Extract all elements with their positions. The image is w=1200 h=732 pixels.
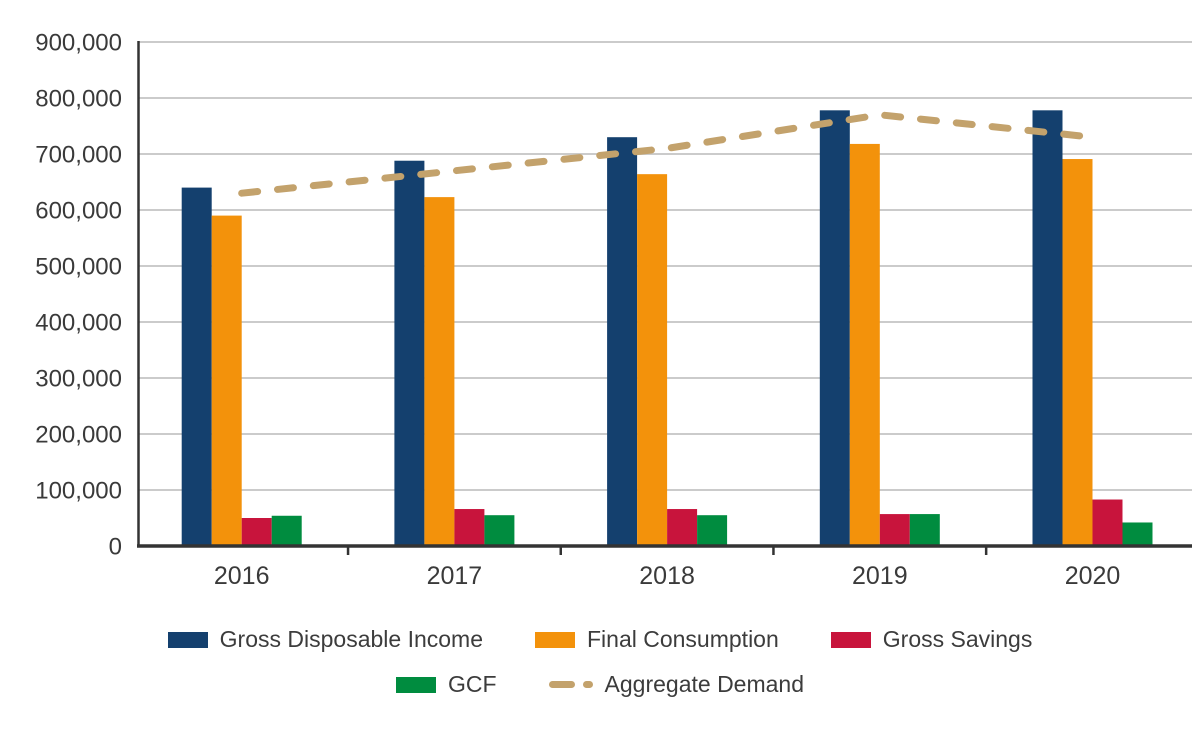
legend-swatch-gross-savings bbox=[830, 631, 871, 648]
plot-area: 0 100,000 200,000 300,000 400,000 500,000 600,… bbox=[35, 30, 1192, 590]
y-axis-tick-label: 700,000 bbox=[35, 142, 122, 169]
legend-swatch-gross-disposable-income bbox=[167, 631, 208, 648]
bar-final-consumption-2020 bbox=[1062, 159, 1093, 547]
legend-item-gross-disposable-income: Gross Disposable Income bbox=[167, 626, 483, 653]
bar-gcf-2017 bbox=[484, 515, 515, 546]
aggregate-demand-line bbox=[238, 111, 1096, 197]
chart-legend: Gross Disposable Income Final Consumptio… bbox=[0, 626, 1200, 698]
bar-final-consumption-2017 bbox=[424, 197, 455, 546]
x-axis-label-2020: 2020 bbox=[1065, 562, 1121, 590]
bar-gross-savings-2016 bbox=[241, 518, 272, 546]
x-axis-label-2016: 2016 bbox=[214, 562, 270, 590]
bar-gcf-2016 bbox=[271, 515, 302, 546]
bar-gross-disposable-income-2020 bbox=[1032, 110, 1063, 546]
bar-gcf-2020 bbox=[1122, 522, 1153, 546]
legend-item-aggregate-demand: Aggregate Demand bbox=[548, 671, 805, 698]
bar-gross-savings-2020 bbox=[1092, 499, 1123, 546]
legend-label-final-consumption: Final Consumption bbox=[587, 626, 779, 652]
bar-final-consumption-2016 bbox=[211, 215, 242, 546]
bar-gross-disposable-income-2016 bbox=[181, 187, 212, 546]
y-axis-tick-label: 800,000 bbox=[35, 86, 122, 113]
bar-final-consumption-2019 bbox=[849, 143, 880, 547]
y-axis-tick-label: 600,000 bbox=[35, 198, 122, 225]
y-axis-tick-label: 0 bbox=[109, 534, 122, 561]
y-axis-tick-label: 900,000 bbox=[35, 30, 122, 57]
bar-gcf-2019 bbox=[909, 514, 940, 546]
legend-swatch-final-consumption bbox=[535, 631, 575, 648]
x-axis-label-2017: 2017 bbox=[427, 562, 483, 590]
legend-label-gcf: GCF bbox=[447, 671, 497, 697]
dashed-line-marker-icon bbox=[548, 681, 593, 688]
bar-gcf-2018 bbox=[697, 515, 728, 546]
bar-gross-savings-2017 bbox=[454, 509, 485, 546]
legend-row-2: GCF Aggregate Demand bbox=[395, 671, 805, 698]
legend-label-gross-savings: Gross Savings bbox=[882, 626, 1033, 652]
bar-gross-disposable-income-2018 bbox=[607, 137, 638, 546]
legend-row-1: Gross Disposable Income Final Consumptio… bbox=[167, 626, 1033, 653]
y-axis-tick-label: 100,000 bbox=[35, 478, 122, 505]
bar-gross-disposable-income-2017 bbox=[394, 160, 425, 546]
y-axis-tick-label: 300,000 bbox=[35, 366, 122, 393]
y-axis-tick-label: 400,000 bbox=[35, 310, 122, 337]
bar-gross-savings-2019 bbox=[879, 514, 910, 546]
x-axis-label-2018: 2018 bbox=[639, 562, 695, 590]
y-axis-tick-label: 200,000 bbox=[35, 422, 122, 449]
legend-item-gcf: GCF bbox=[395, 671, 497, 698]
legend-item-final-consumption: Final Consumption bbox=[535, 626, 779, 653]
legend-swatch-gcf bbox=[395, 676, 436, 693]
legend-item-gross-savings: Gross Savings bbox=[830, 626, 1033, 653]
bar-gross-savings-2018 bbox=[667, 509, 698, 546]
x-axis-label-2019: 2019 bbox=[852, 562, 908, 590]
bar-final-consumption-2018 bbox=[637, 174, 668, 546]
bar-gross-disposable-income-2019 bbox=[819, 110, 850, 546]
y-axis-tick-label: 500,000 bbox=[35, 254, 122, 281]
legend-label-gross-disposable-income: Gross Disposable Income bbox=[219, 626, 483, 652]
legend-label-aggregate-demand: Aggregate Demand bbox=[604, 671, 805, 697]
